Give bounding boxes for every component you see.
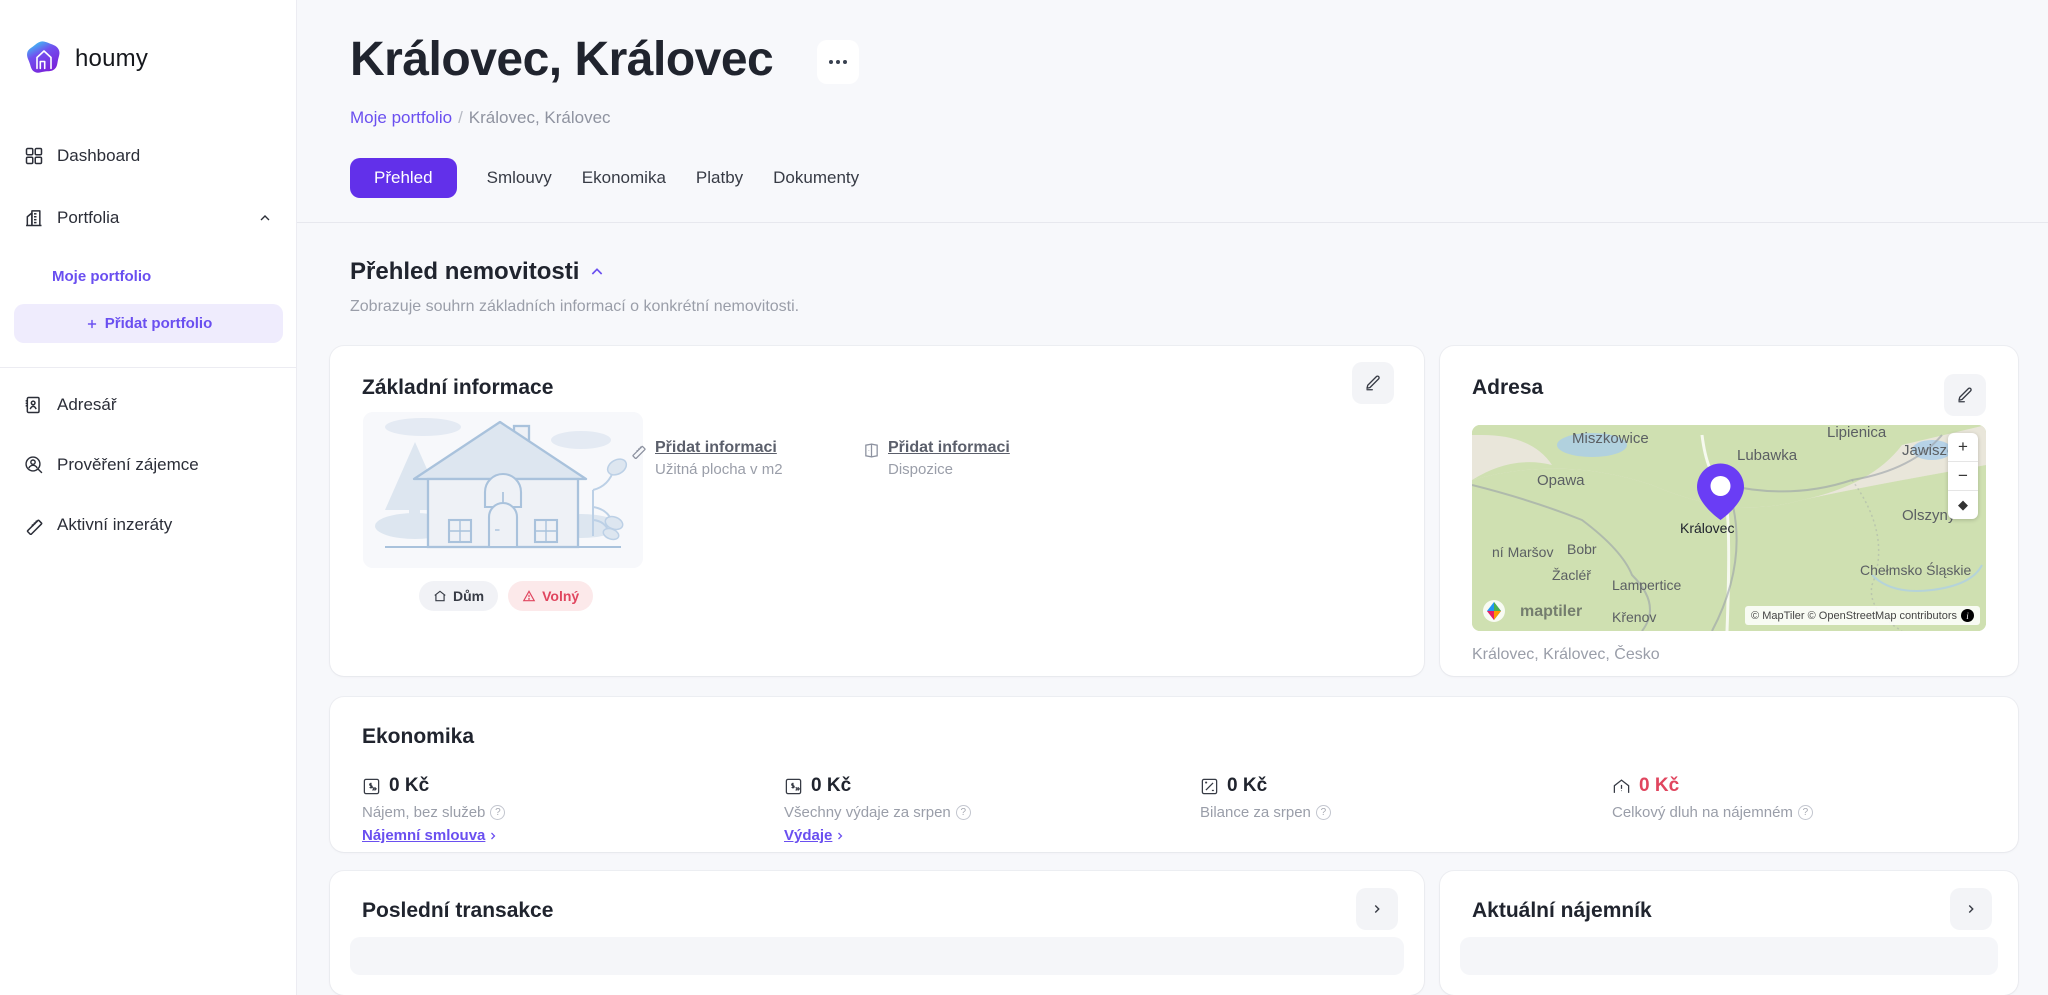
svg-text:Chełmsko Śląskie: Chełmsko Śląskie — [1860, 561, 1971, 578]
svg-text:Lipienica: Lipienica — [1827, 425, 1887, 441]
svg-text:ní Maršov: ní Maršov — [1492, 544, 1553, 560]
svg-text:Opawa: Opawa — [1537, 472, 1585, 489]
svg-text:Královec: Královec — [1680, 520, 1734, 536]
svg-text:Žacléř: Žacléř — [1552, 567, 1591, 583]
svg-text:Bobr: Bobr — [1567, 541, 1597, 557]
svg-text:Křenov: Křenov — [1612, 609, 1656, 625]
svg-text:maptiler: maptiler — [1520, 603, 1582, 620]
svg-text:Lubawka: Lubawka — [1737, 447, 1798, 464]
svg-text:Lampertice: Lampertice — [1612, 577, 1681, 593]
svg-text:Miszkowice: Miszkowice — [1572, 430, 1649, 447]
